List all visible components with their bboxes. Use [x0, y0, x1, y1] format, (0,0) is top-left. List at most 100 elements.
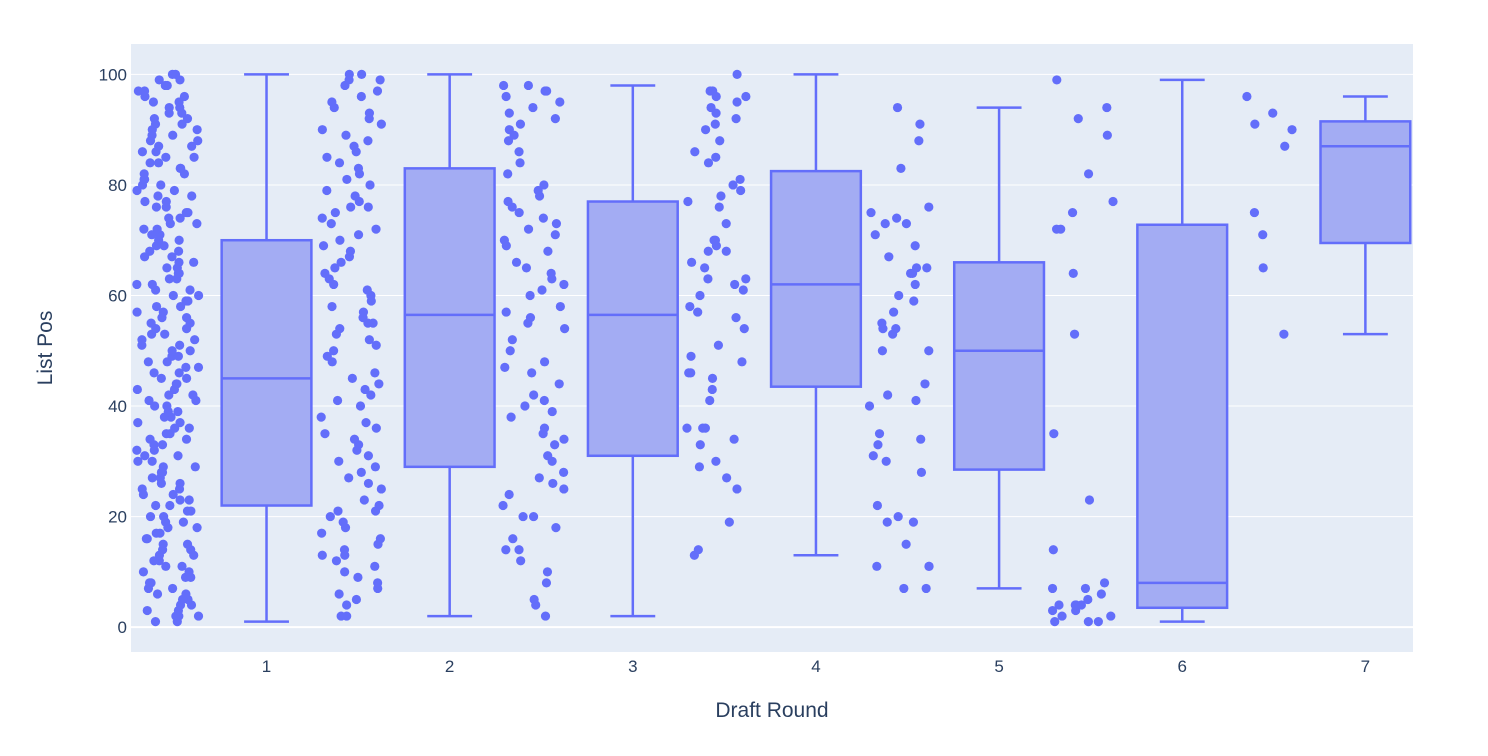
data-point [694, 462, 705, 472]
data-point [891, 324, 901, 334]
data-point [146, 318, 156, 328]
data-point [371, 340, 381, 350]
data-point [916, 434, 926, 444]
data-point [528, 102, 538, 113]
x-axis-title: Draft Round [715, 699, 828, 722]
data-point [1054, 600, 1064, 610]
data-point [341, 130, 351, 140]
box-group-round-7 [1242, 91, 1412, 339]
data-point [145, 511, 156, 522]
data-point [504, 108, 514, 118]
data-point [700, 263, 710, 273]
data-point [892, 213, 902, 223]
data-point [342, 600, 352, 610]
data-point [359, 495, 369, 505]
data-point [707, 384, 717, 395]
data-point [173, 406, 183, 417]
data-point [165, 500, 175, 511]
box-iqr [403, 167, 496, 469]
box-iqr [220, 238, 313, 507]
data-point [1069, 329, 1080, 339]
data-point [715, 136, 725, 146]
data-point [864, 401, 875, 411]
data-point [896, 163, 906, 173]
data-point [920, 379, 930, 389]
data-point [518, 511, 528, 522]
data-point [151, 500, 161, 511]
data-point [179, 91, 190, 102]
data-point [353, 230, 364, 240]
data-point [192, 523, 202, 533]
data-point [190, 335, 200, 345]
data-point [356, 467, 366, 477]
data-point [338, 517, 348, 527]
data-point [899, 583, 909, 594]
data-point [327, 301, 337, 312]
data-point [884, 252, 894, 262]
data-point [167, 69, 178, 79]
data-point [711, 152, 721, 162]
data-point [167, 346, 177, 356]
data-point [320, 429, 330, 439]
data-point [353, 572, 363, 582]
box-iqr [769, 169, 863, 388]
data-point [868, 451, 878, 461]
data-point [1096, 589, 1106, 599]
data-point [349, 434, 360, 444]
data-point [182, 506, 193, 516]
data-point [376, 484, 386, 494]
data-point [161, 196, 171, 207]
data-point [503, 169, 513, 179]
data-point [175, 495, 185, 505]
data-point [539, 423, 550, 433]
data-point [559, 484, 569, 494]
data-point [358, 307, 369, 317]
data-point [175, 163, 185, 173]
data-point [1050, 617, 1060, 627]
data-point [145, 158, 155, 168]
data-point [161, 561, 171, 571]
data-point [559, 434, 569, 444]
data-point [501, 307, 511, 317]
data-point [137, 484, 147, 494]
x-tick-label: 4 [811, 657, 820, 676]
data-point [505, 346, 515, 356]
data-point [138, 567, 149, 577]
data-point [514, 545, 524, 555]
data-point [318, 241, 329, 251]
data-point [1242, 91, 1252, 102]
data-point [147, 473, 157, 483]
data-point [703, 158, 714, 168]
data-point [133, 418, 143, 428]
data-point [540, 86, 550, 96]
box-group-round-1 [132, 69, 313, 627]
data-point [872, 561, 882, 571]
data-point [538, 213, 548, 223]
data-point [320, 268, 330, 278]
data-point [365, 180, 375, 190]
data-point [870, 230, 880, 240]
data-point [528, 511, 539, 522]
data-point [153, 158, 164, 168]
data-point [151, 202, 162, 212]
data-point [168, 290, 178, 301]
data-point [877, 318, 887, 328]
data-point [547, 406, 557, 417]
data-point [555, 97, 565, 107]
box-iqr [586, 200, 679, 458]
data-point [342, 611, 352, 621]
data-point [922, 263, 932, 273]
data-point [685, 301, 695, 312]
data-point [192, 219, 202, 229]
x-tick-label: 2 [445, 657, 454, 676]
data-point [173, 351, 184, 361]
data-point [500, 362, 510, 372]
data-point [525, 290, 535, 301]
data-point [551, 219, 562, 229]
data-point [732, 97, 742, 107]
data-point [182, 114, 193, 124]
data-point [184, 423, 194, 433]
data-point [683, 196, 693, 207]
y-gridlines [131, 73, 1413, 629]
